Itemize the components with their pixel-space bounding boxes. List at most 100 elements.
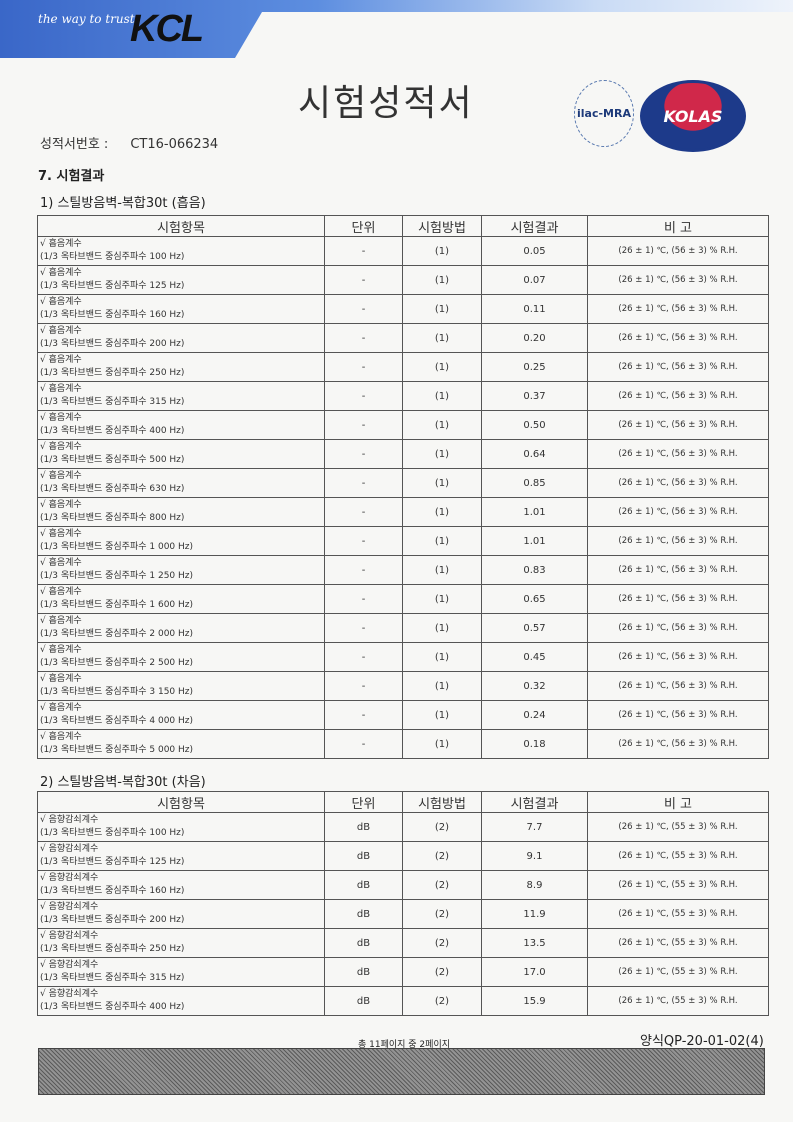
result-cell: 8.9 [481,870,588,900]
unit-cell: - [324,497,403,527]
note-cell: (26 ± 1) ℃, (55 ± 3) % R.H. [587,812,769,842]
test-item: √ 흡음계수 (1/3 옥타브밴드 중심주파수 125 Hz) [37,265,325,295]
item-band: (1/3 옥타브밴드 중심주파수 200 Hz) [40,339,185,349]
unit-cell: - [324,352,403,382]
note-cell: (26 ± 1) ℃, (56 ± 3) % R.H. [587,613,769,643]
table-row: √ 흡음계수 (1/3 옥타브밴드 중심주파수 4 000 Hz) - (1) 0… [37,700,769,730]
method-cell: (1) [402,352,482,382]
item-name: √ 흡음계수 [40,413,82,423]
table-row: √ 흡음계수 (1/3 옥타브밴드 중심주파수 5 000 Hz) - (1) 0… [37,729,769,759]
note-cell: (26 ± 1) ℃, (56 ± 3) % R.H. [587,497,769,527]
item-band: (1/3 옥타브밴드 중심주파수 100 Hz) [40,828,185,838]
column-header: 단위 [324,791,403,813]
test-item: √ 흡음계수 (1/3 옥타브밴드 중심주파수 3 150 Hz) [37,671,325,701]
form-number: 양식QP-20-01-02(4) [640,1034,764,1049]
unit-cell: dB [324,928,403,958]
method-cell: (2) [402,928,482,958]
note-cell: (26 ± 1) ℃, (56 ± 3) % R.H. [587,642,769,672]
unit-cell: - [324,729,403,759]
test-item: √ 음향감쇠계수 (1/3 옥타브밴드 중심주파수 250 Hz) [37,928,325,958]
item-band: (1/3 옥타브밴드 중심주파수 4 000 Hz) [40,716,194,726]
table-row: √ 흡음계수 (1/3 옥타브밴드 중심주파수 1 250 Hz) - (1) 0… [37,555,769,585]
note-cell: (26 ± 1) ℃, (55 ± 3) % R.H. [587,841,769,871]
unit-cell: - [324,526,403,556]
kcl-logo: KCL [130,8,204,50]
table-row: √ 흡음계수 (1/3 옥타브밴드 중심주파수 315 Hz) - (1) 0.3… [37,381,769,411]
table-row: √ 흡음계수 (1/3 옥타브밴드 중심주파수 1 000 Hz) - (1) 1… [37,526,769,556]
method-cell: (1) [402,294,482,324]
method-cell: (1) [402,410,482,440]
table-row: √ 흡음계수 (1/3 옥타브밴드 중심주파수 1 600 Hz) - (1) 0… [37,584,769,614]
item-band: (1/3 옥타브밴드 중심주파수 3 150 Hz) [40,687,194,697]
item-band: (1/3 옥타브밴드 중심주파수 315 Hz) [40,973,185,983]
table-row: √ 흡음계수 (1/3 옥타브밴드 중심주파수 160 Hz) - (1) 0.1… [37,294,769,324]
result-cell: 0.83 [481,555,588,585]
column-header: 비 고 [587,215,769,237]
table-row: √ 흡음계수 (1/3 옥타브밴드 중심주파수 250 Hz) - (1) 0.2… [37,352,769,382]
table-header: 시험항목 단위 시험방법 시험결과 비 고 [37,791,769,813]
test-item: √ 흡음계수 (1/3 옥타브밴드 중심주파수 1 600 Hz) [37,584,325,614]
table-header: 시험항목 단위 시험방법 시험결과 비 고 [37,215,769,237]
item-name: √ 흡음계수 [40,587,82,597]
item-band: (1/3 옥타브밴드 중심주파수 1 000 Hz) [40,542,194,552]
test-item: √ 흡음계수 (1/3 옥타브밴드 중심주파수 160 Hz) [37,294,325,324]
item-name: √ 흡음계수 [40,703,82,713]
item-name: √ 음향감쇠계수 [40,989,99,999]
table-row: √ 흡음계수 (1/3 옥타브밴드 중심주파수 630 Hz) - (1) 0.8… [37,468,769,498]
result-cell: 0.18 [481,729,588,759]
column-header: 단위 [324,215,403,237]
note-cell: (26 ± 1) ℃, (55 ± 3) % R.H. [587,899,769,929]
method-cell: (1) [402,671,482,701]
transmission-loss-table: 시험항목 단위 시험방법 시험결과 비 고 √ 음향감쇠계수 (1/3 옥타브밴드 중심주… [37,791,769,1016]
unit-cell: - [324,381,403,411]
table-row: √ 흡음계수 (1/3 옥타브밴드 중심주파수 200 Hz) - (1) 0.2… [37,323,769,353]
unit-cell: - [324,439,403,469]
report-number-value: CT16-066234 [130,137,219,152]
table-row: √ 흡음계수 (1/3 옥타브밴드 중심주파수 125 Hz) - (1) 0.0… [37,265,769,295]
item-band: (1/3 옥타브밴드 중심주파수 400 Hz) [40,1002,185,1012]
unit-cell: dB [324,986,403,1016]
item-name: √ 흡음계수 [40,529,82,539]
absorption-table: 시험항목 단위 시험방법 시험결과 비 고 √ 흡음계수 (1/3 옥타브밴드 중심주파수… [37,215,769,759]
unit-cell: - [324,294,403,324]
table-row: √ 흡음계수 (1/3 옥타브밴드 중심주파수 400 Hz) - (1) 0.5… [37,410,769,440]
test-item: √ 음향감쇠계수 (1/3 옥타브밴드 중심주파수 160 Hz) [37,870,325,900]
item-band: (1/3 옥타브밴드 중심주파수 1 250 Hz) [40,571,194,581]
method-cell: (1) [402,381,482,411]
unit-cell: dB [324,870,403,900]
test-item: √ 흡음계수 (1/3 옥타브밴드 중심주파수 200 Hz) [37,323,325,353]
table1-title: 1) 스틸방음벽-복합30t (흡음) [40,196,206,211]
test-item: √ 흡음계수 (1/3 옥타브밴드 중심주파수 400 Hz) [37,410,325,440]
note-cell: (26 ± 1) ℃, (56 ± 3) % R.H. [587,729,769,759]
table-row: √ 흡음계수 (1/3 옥타브밴드 중심주파수 800 Hz) - (1) 1.0… [37,497,769,527]
result-cell: 0.05 [481,236,588,266]
method-cell: (1) [402,642,482,672]
item-band: (1/3 옥타브밴드 중심주파수 5 000 Hz) [40,745,194,755]
header-banner [0,0,793,58]
report-number-label: 성적서번호 : [40,137,109,152]
table-row: √ 음향감쇠계수 (1/3 옥타브밴드 중심주파수 250 Hz) dB (2) … [37,928,769,958]
result-cell: 1.01 [481,497,588,527]
item-name: √ 흡음계수 [40,645,82,655]
item-name: √ 음향감쇠계수 [40,960,99,970]
note-cell: (26 ± 1) ℃, (56 ± 3) % R.H. [587,381,769,411]
method-cell: (2) [402,812,482,842]
security-pattern [38,1048,765,1095]
method-cell: (2) [402,870,482,900]
item-band: (1/3 옥타브밴드 중심주파수 2 000 Hz) [40,629,194,639]
test-item: √ 흡음계수 (1/3 옥타브밴드 중심주파수 1 250 Hz) [37,555,325,585]
item-band: (1/3 옥타브밴드 중심주파수 200 Hz) [40,915,185,925]
section-heading: 7. 시험결과 [38,169,105,184]
column-header: 시험항목 [37,215,325,237]
table-row: √ 흡음계수 (1/3 옥타브밴드 중심주파수 100 Hz) - (1) 0.0… [37,236,769,266]
table-row: √ 음향감쇠계수 (1/3 옥타브밴드 중심주파수 100 Hz) dB (2) … [37,812,769,842]
test-item: √ 흡음계수 (1/3 옥타브밴드 중심주파수 630 Hz) [37,468,325,498]
method-cell: (1) [402,613,482,643]
column-header: 비 고 [587,791,769,813]
note-cell: (26 ± 1) ℃, (56 ± 3) % R.H. [587,352,769,382]
table-row: √ 음향감쇠계수 (1/3 옥타브밴드 중심주파수 200 Hz) dB (2) … [37,899,769,929]
unit-cell: - [324,410,403,440]
result-cell: 17.0 [481,957,588,987]
item-name: √ 음향감쇠계수 [40,873,99,883]
item-name: √ 흡음계수 [40,297,82,307]
